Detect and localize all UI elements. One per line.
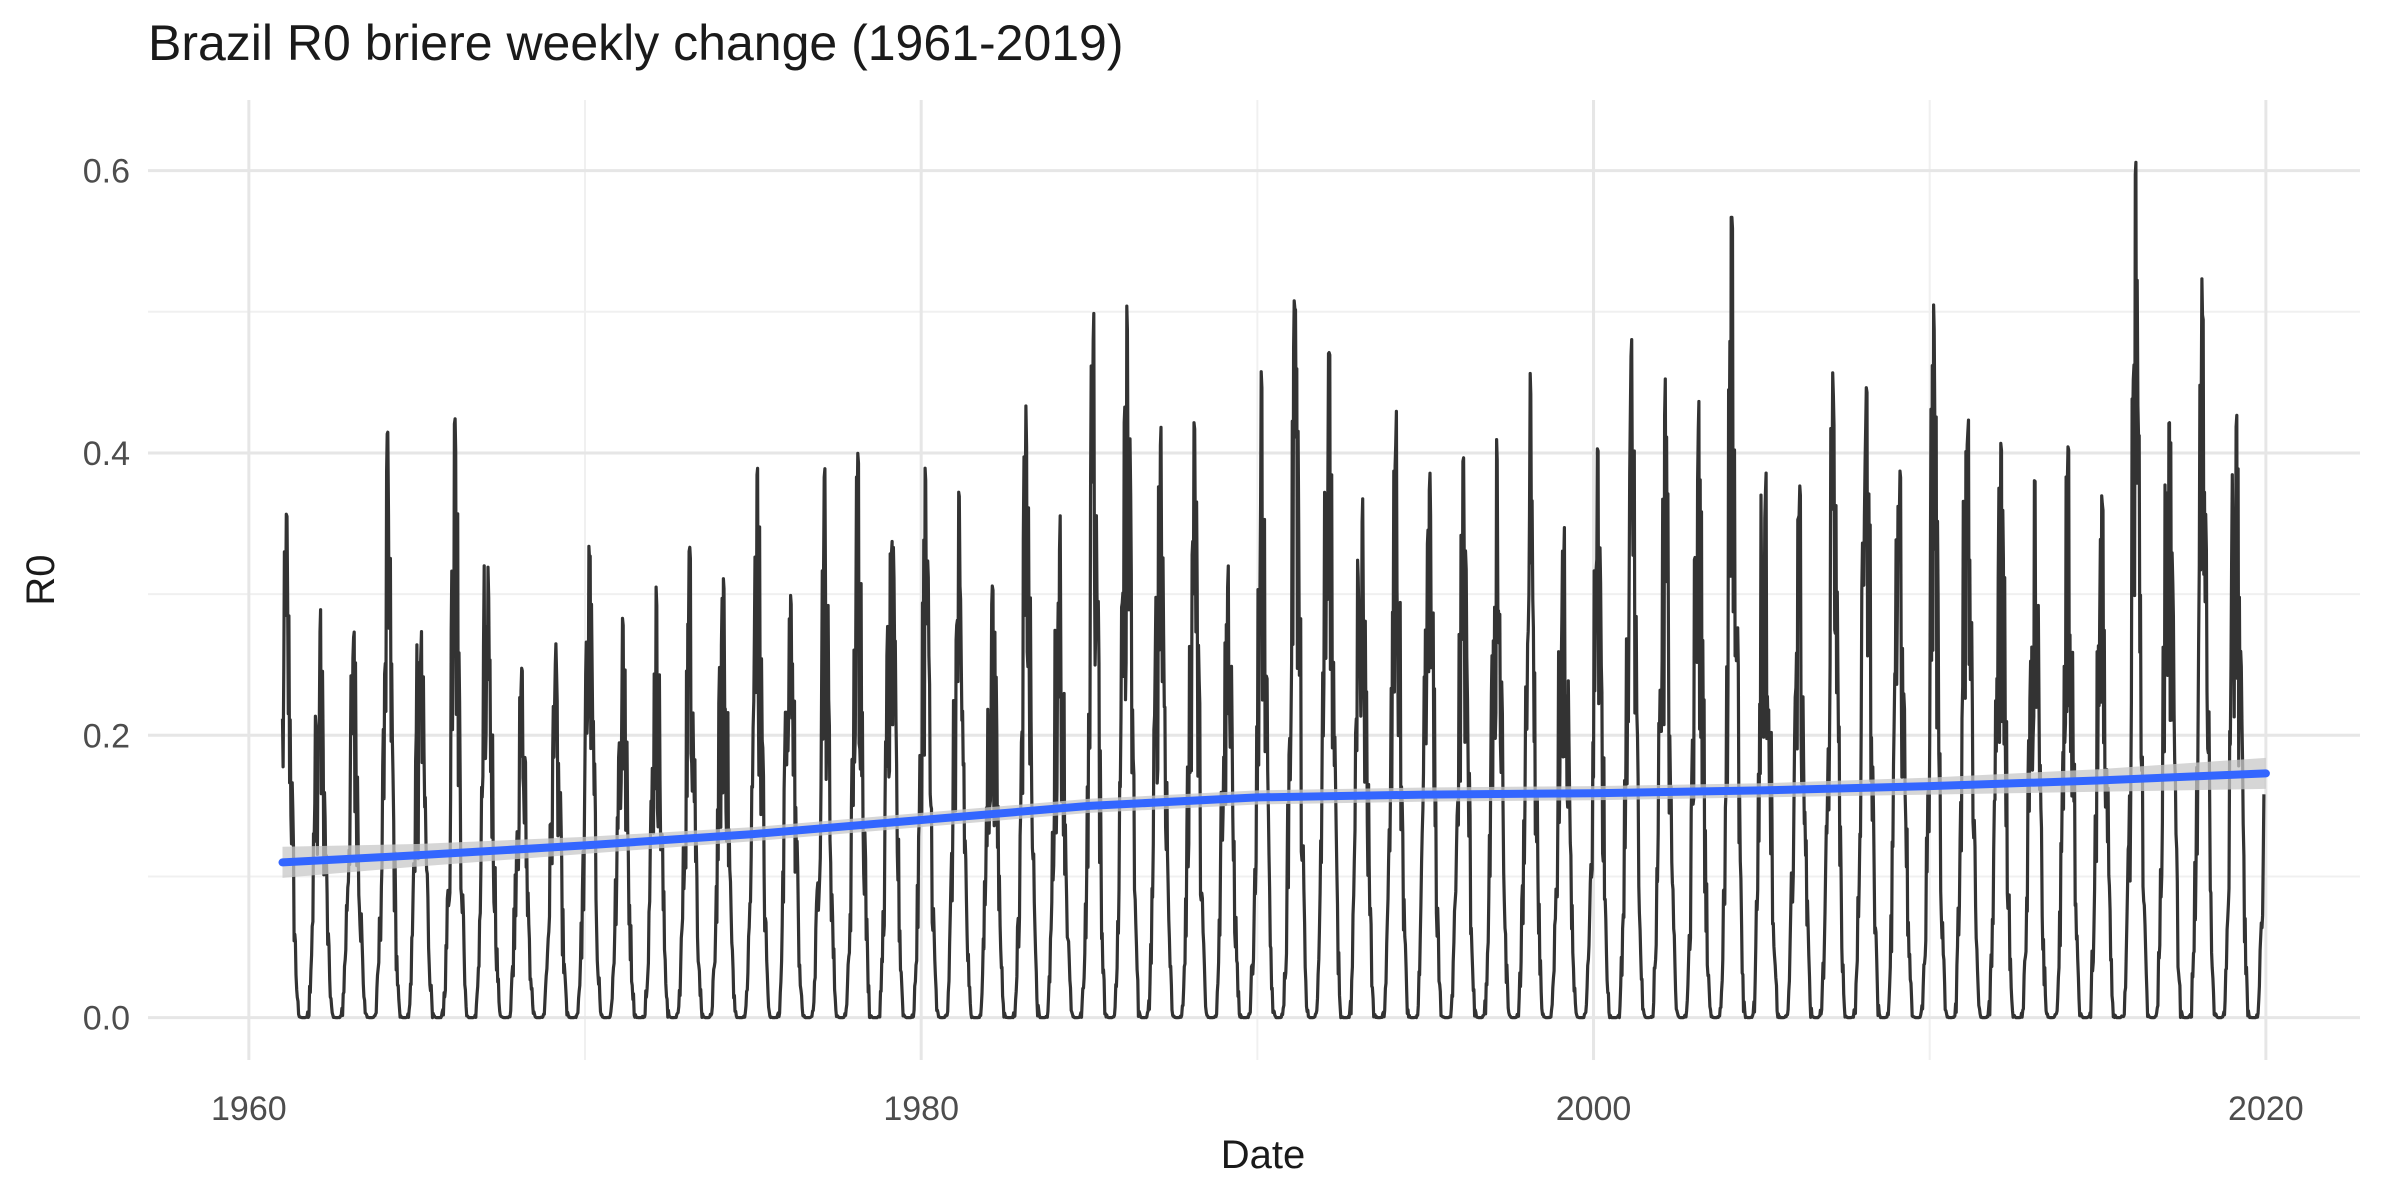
x-tick-label: 1960 [211,1090,287,1128]
gridlines [148,100,2360,1060]
trend-line [278,769,2270,867]
trend-layer [278,757,2270,878]
y-tick-label: 0.2 [83,717,130,755]
trend-confidence-band [282,757,2266,878]
x-tick-label: 1980 [883,1090,959,1128]
weekly-series [280,160,2266,1020]
weekly-series-line [280,160,2266,1020]
y-tick-label: 0.0 [83,1000,130,1038]
tick-labels: 1960 1980 2000 2020 0.0 0.2 0.4 0.6 [83,153,2304,1128]
x-tick-label: 2000 [1556,1090,1632,1128]
y-tick-label: 0.6 [83,153,130,191]
y-axis-title: R0 [19,554,63,605]
x-axis-title: Date [1221,1133,1306,1177]
chart-title: Brazil R0 briere weekly change (1961-201… [148,15,1124,71]
x-tick-label: 2020 [2228,1090,2304,1128]
y-tick-label: 0.4 [83,435,130,473]
